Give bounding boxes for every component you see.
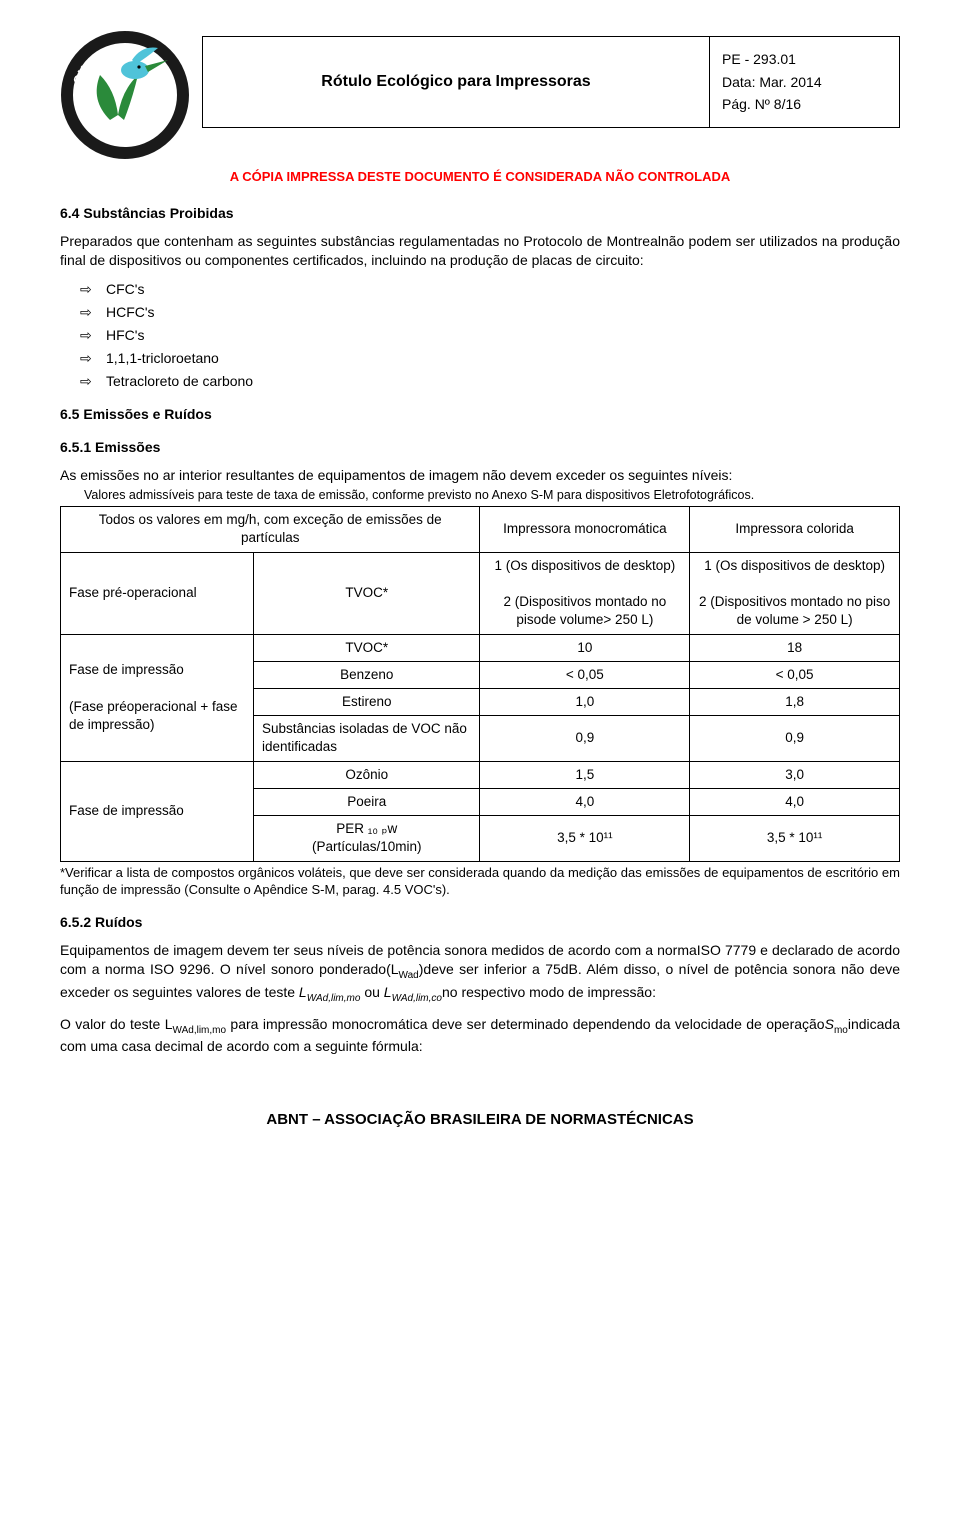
para-6-5-2-1: Equipamentos de imagem devem ter seus ní… bbox=[60, 941, 900, 1004]
val: 3,5 * 10¹¹ bbox=[480, 816, 690, 861]
doc-date: Data: Mar. 2014 bbox=[722, 71, 887, 93]
doc-page: Pág. Nº 8/16 bbox=[722, 93, 887, 115]
param-tvoc2: TVOC* bbox=[253, 634, 480, 661]
doc-code: PE - 293.01 bbox=[722, 48, 887, 70]
prohibited-list: CFC's HCFC's HFC's 1,1,1-tricloroetano T… bbox=[60, 280, 900, 390]
param-per: PER ₁₀ ₚw (Partículas/10min) bbox=[253, 816, 480, 861]
doc-title: Rótulo Ecológico para Impressoras bbox=[202, 36, 710, 128]
val: < 0,05 bbox=[480, 661, 690, 688]
list-item: Tetracloreto de carbono bbox=[106, 372, 900, 391]
doc-meta: PE - 293.01 Data: Mar. 2014 Pág. Nº 8/16 bbox=[710, 36, 900, 128]
heading-6-5-1: 6.5.1 Emissões bbox=[60, 438, 900, 457]
val: 1,5 bbox=[480, 761, 690, 788]
uncontrolled-copy-warning: A CÓPIA IMPRESSA DESTE DOCUMENTO É CONSI… bbox=[60, 168, 900, 186]
val: 1,8 bbox=[690, 688, 900, 715]
para-6-5-1-note: Valores admissíveis para teste de taxa d… bbox=[60, 487, 900, 504]
val: 4,0 bbox=[480, 788, 690, 815]
val: 0,9 bbox=[480, 716, 690, 761]
hdr-left: Todos os valores em mg/h, com exceção de… bbox=[61, 507, 480, 552]
heading-6-4: 6.4 Substâncias Proibidas bbox=[60, 204, 900, 223]
phase-print: Fase de impressão (Fase préoperacional +… bbox=[61, 634, 254, 761]
preop-color: 1 (Os dispositivos de desktop) 2 (Dispos… bbox=[690, 552, 900, 634]
val: 10 bbox=[480, 634, 690, 661]
list-item: CFC's bbox=[106, 280, 900, 299]
param-estireno: Estireno bbox=[253, 688, 480, 715]
val: 4,0 bbox=[690, 788, 900, 815]
val: 3,0 bbox=[690, 761, 900, 788]
phase-print2: Fase de impressão bbox=[61, 761, 254, 861]
header-boxes: Rótulo Ecológico para Impressoras PE - 2… bbox=[202, 36, 900, 128]
hdr-mono: Impressora monocromática bbox=[480, 507, 690, 552]
list-item: HCFC's bbox=[106, 303, 900, 322]
param-tvoc: TVOC* bbox=[253, 552, 480, 634]
param-subst: Substâncias isoladas de VOC não identifi… bbox=[253, 716, 480, 761]
para-6-4-intro: Preparados que contenham as seguintes su… bbox=[60, 232, 900, 270]
list-item: HFC's bbox=[106, 326, 900, 345]
param-ozonio: Ozônio bbox=[253, 761, 480, 788]
para-6-5-1-intro: As emissões no ar interior resultantes d… bbox=[60, 466, 900, 485]
table-footnote: *Verificar a lista de compostos orgânico… bbox=[60, 864, 900, 899]
page-header: QUALIDADE ABNT · AMBIENTAL Rótulo Ecológ… bbox=[60, 30, 900, 160]
val: 18 bbox=[690, 634, 900, 661]
val: 0,9 bbox=[690, 716, 900, 761]
phase-preop: Fase pré-operacional bbox=[61, 552, 254, 634]
hdr-color: Impressora colorida bbox=[690, 507, 900, 552]
preop-mono: 1 (Os dispositivos de desktop) 2 (Dispos… bbox=[480, 552, 690, 634]
list-item: 1,1,1-tricloroetano bbox=[106, 349, 900, 368]
param-benzeno: Benzeno bbox=[253, 661, 480, 688]
val: 1,0 bbox=[480, 688, 690, 715]
heading-6-5-2: 6.5.2 Ruídos bbox=[60, 913, 900, 932]
heading-6-5: 6.5 Emissões e Ruídos bbox=[60, 405, 900, 424]
val: 3,5 * 10¹¹ bbox=[690, 816, 900, 861]
page-footer: ABNT – ASSOCIAÇÃO BRASILEIRA DE NORMASTÉ… bbox=[60, 1106, 900, 1130]
para-6-5-2-2: O valor do teste LWAd,lim,mo para impres… bbox=[60, 1015, 900, 1056]
emissions-table: Todos os valores em mg/h, com exceção de… bbox=[60, 506, 900, 861]
abnt-logo: QUALIDADE ABNT · AMBIENTAL bbox=[60, 30, 190, 160]
param-poeira: Poeira bbox=[253, 788, 480, 815]
val: < 0,05 bbox=[690, 661, 900, 688]
